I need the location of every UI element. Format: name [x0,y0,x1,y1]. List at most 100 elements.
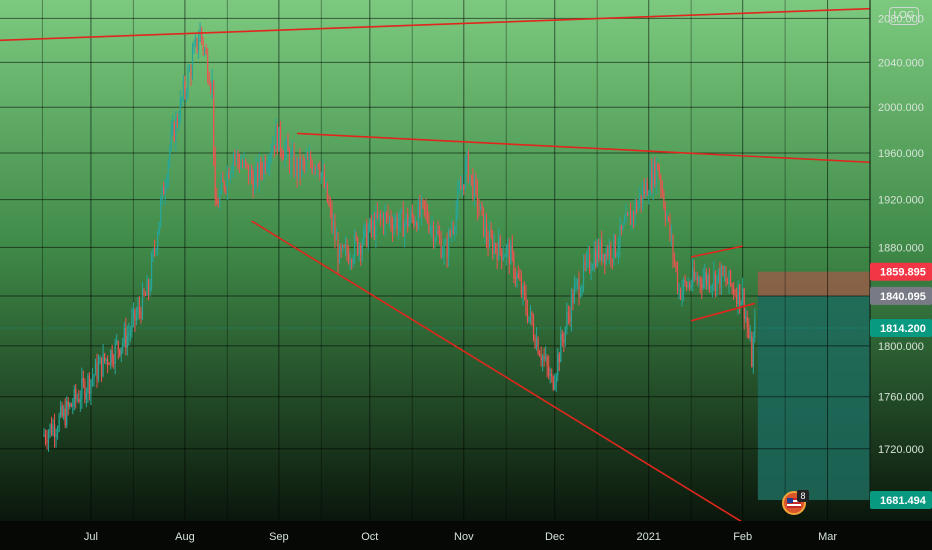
candle-body [457,190,459,210]
candle-body [388,217,391,220]
candle-body [351,260,353,263]
candle-body [535,338,538,348]
candle-body [560,334,562,363]
candle-body [317,163,319,168]
candle-body [229,172,231,179]
candle-body [619,225,621,248]
candle-body [537,338,539,354]
candle-body [241,164,244,166]
candle-body [596,245,598,266]
candle-body [467,152,469,182]
candle-body [714,271,717,291]
candle-body [75,388,77,400]
position-target-zone [757,295,870,501]
candle-body [657,163,659,170]
candle-body [384,212,386,228]
candle-body [43,434,45,436]
candle-body [732,287,735,295]
candle-body [592,267,594,271]
candle-body [702,279,704,289]
candle-body [488,230,491,248]
candle-body [329,204,332,208]
candle-body [319,167,321,177]
candle-body [285,140,288,149]
candle-body [361,243,363,255]
candle-body [731,284,733,288]
candle-body [76,398,78,400]
candle-body [138,305,141,311]
candle-body [63,408,65,417]
candle-body [670,235,673,238]
candle-body [481,204,483,208]
candle-body [398,222,400,231]
candle-body [593,250,595,268]
candle-body [491,236,494,254]
candle-body [422,199,424,202]
candle-body [613,235,615,260]
candle-body [516,273,518,279]
candle-body [284,148,286,160]
candle-body [722,266,724,276]
candle-body [449,231,451,236]
candle-body [695,277,697,279]
candle-body [496,249,498,260]
candle-body [526,309,529,322]
candle-body [699,277,701,284]
candle-body [745,317,747,319]
candle-body [263,159,265,175]
candle-body [67,401,69,407]
candle-body [623,222,626,224]
candle-body [693,268,695,279]
candle-body [216,198,218,205]
candle-body [625,213,627,223]
candle-body [611,259,613,261]
candle-body [584,261,586,265]
candle-body [420,199,422,215]
candle-body [476,186,479,210]
candle-body [642,188,644,204]
candle-body [441,253,444,258]
candle-body [566,313,568,328]
candle-body [534,338,536,348]
candle-body [288,150,291,169]
time-axis [0,521,932,550]
candle-body [461,184,463,190]
candle-body [455,209,457,229]
candle-body [64,408,66,426]
candle-body [181,97,183,99]
candle-body [172,123,174,131]
candle-body [191,53,194,76]
candle-body [729,270,732,285]
us-flag-icon[interactable]: 8 [780,488,812,516]
candle-body [107,358,109,365]
candle-body [616,253,618,256]
candle-body [570,294,573,322]
candle-body [311,163,313,172]
candle-body [144,294,147,296]
candle-body [305,158,307,165]
candle-body [328,201,330,205]
candle-body [713,271,715,286]
candle-body [105,358,107,361]
candle-body [634,202,636,218]
candle-body [66,401,68,426]
candle-body [187,70,189,94]
scale-toggle-button[interactable]: LOG [889,7,919,25]
candle-body [116,341,118,343]
candle-body [469,175,471,182]
candle-body [435,231,438,240]
candle-body [385,212,388,214]
candle-body [129,331,131,334]
candle-body [322,170,324,173]
candle-body [205,49,207,54]
candle-body [514,277,516,279]
candle-body [323,170,325,188]
candle-body [464,163,466,189]
candle-body [605,249,607,263]
time-tick-label: Jul [84,531,98,543]
candle-body [716,275,718,291]
candle-body [493,243,495,254]
candle-body [440,237,442,258]
candle-body [175,117,177,141]
